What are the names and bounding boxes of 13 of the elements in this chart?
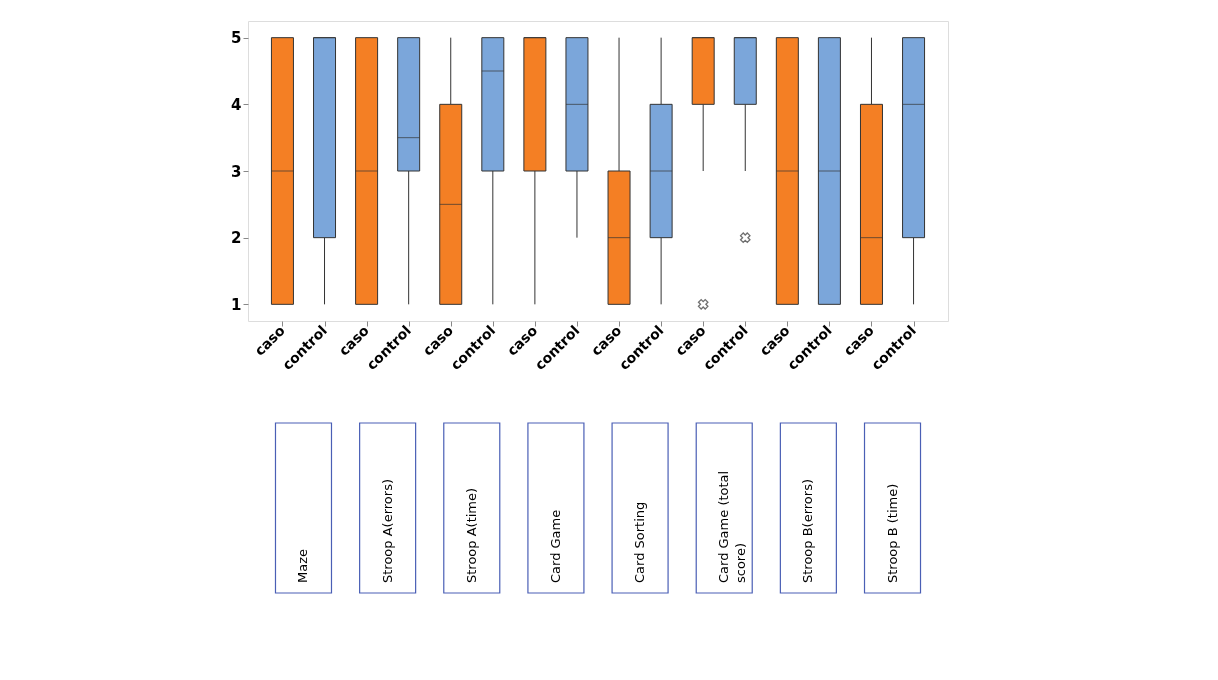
text: Card Game [547, 509, 563, 583]
text: Stroop B(errors) [800, 478, 816, 583]
y-tick-label: 5 [231, 29, 242, 48]
text: Stroop A(time) [463, 487, 479, 583]
text: Card Sorting [632, 501, 648, 583]
y-tick-label: 4 [231, 95, 242, 114]
text: Stroop A(errors) [379, 479, 395, 583]
text: Stroop B (time) [884, 483, 900, 583]
y-tick-label: 3 [231, 162, 242, 181]
y-tick-label: 2 [231, 229, 242, 248]
text: Maze [295, 548, 311, 583]
y-tick-label: 1 [231, 295, 242, 314]
text: Card Game (total score) [716, 470, 749, 583]
